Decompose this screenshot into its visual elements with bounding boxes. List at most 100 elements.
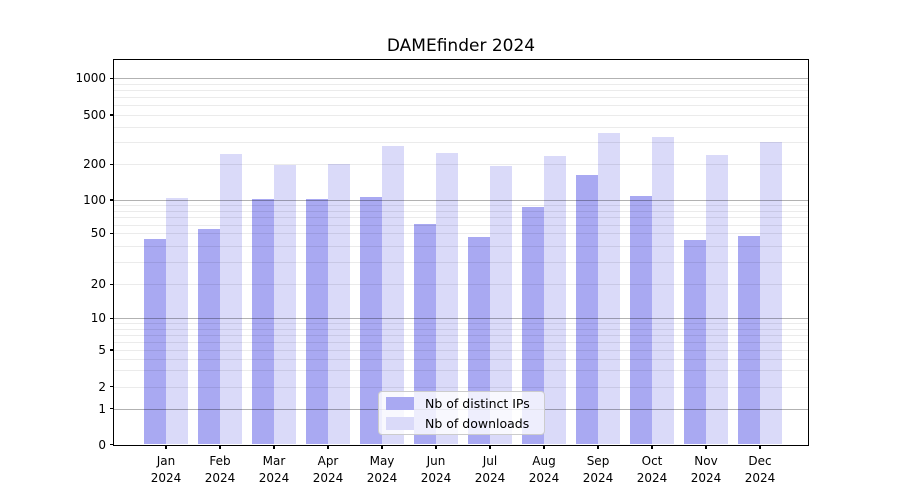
bar-downloads-mar xyxy=(274,164,296,445)
bar-downloads-dec xyxy=(760,142,782,445)
bar-downloads-jul xyxy=(490,165,512,445)
x-tick-label: Aug 2024 xyxy=(512,453,576,486)
legend-label-distinct-ips: Nb of distinct IPs xyxy=(425,395,530,411)
grid-line-minor xyxy=(114,97,808,99)
x-tick-label-year: 2024 xyxy=(420,470,452,485)
y-tick-label: 1 xyxy=(98,401,106,416)
bar-downloads-may xyxy=(382,145,404,445)
grid-line-minor xyxy=(114,328,808,330)
plot-area xyxy=(114,60,808,445)
legend-swatch-downloads xyxy=(386,416,414,430)
x-tick-mark xyxy=(165,444,167,449)
y-tick-label: 100 xyxy=(83,193,106,207)
x-tick-mark xyxy=(381,444,383,449)
grid-line-minor xyxy=(114,142,808,144)
grid-line-major xyxy=(114,318,808,320)
x-tick-mark xyxy=(651,444,653,449)
y-tick-label: 0 xyxy=(98,437,106,452)
x-tick-label-year: 2024 xyxy=(150,470,182,485)
chart-title: DAMEfinder 2024 xyxy=(386,36,536,56)
y-tick-mark xyxy=(109,407,114,410)
grid-line-minor xyxy=(114,386,808,388)
grid-line-major xyxy=(114,200,808,202)
bar-distinct-ips-nov xyxy=(684,240,706,445)
y-tick-mark xyxy=(109,232,114,234)
x-tick-label: Jul 2024 xyxy=(458,453,522,486)
legend-swatch-distinct-ips xyxy=(386,396,414,410)
y-tick-mark xyxy=(109,443,114,446)
legend-item-distinct-ips: Nb of distinct IPs xyxy=(386,396,536,411)
grid-line-major xyxy=(114,78,808,80)
x-tick-mark xyxy=(543,444,545,449)
y-tick-mark xyxy=(109,114,114,116)
x-tick-mark xyxy=(327,444,329,449)
bar-distinct-ips-jun xyxy=(414,223,436,445)
bar-distinct-ips-feb xyxy=(198,228,220,445)
x-tick-label: Apr 2024 xyxy=(296,453,360,486)
x-tick-label-year: 2024 xyxy=(312,470,344,485)
grid-line-minor xyxy=(114,341,808,343)
grid-line-minor xyxy=(114,90,808,92)
grid-line-minor xyxy=(114,358,808,360)
x-tick-label: Feb 2024 xyxy=(188,453,252,486)
y-tick-mark xyxy=(109,386,114,388)
grid-line-minor xyxy=(114,350,808,351)
x-tick-label: Jun 2024 xyxy=(404,453,468,486)
grid-line-minor xyxy=(114,205,808,207)
y-tick-mark xyxy=(109,317,114,319)
legend-item-downloads: Nb of downloads xyxy=(386,416,536,431)
x-tick-label-year: 2024 xyxy=(258,470,290,485)
x-tick-mark xyxy=(759,444,761,449)
bar-distinct-ips-may xyxy=(360,196,382,445)
bar-downloads-jun xyxy=(436,153,458,445)
x-tick-label: Oct 2024 xyxy=(620,453,684,486)
bar-distinct-ips-sep xyxy=(576,175,598,445)
grid-line-minor xyxy=(114,284,808,286)
grid-line-minor xyxy=(114,115,808,116)
x-tick-mark xyxy=(705,444,707,449)
y-tick-label: 10 xyxy=(90,311,106,326)
grid-line-minor xyxy=(114,127,808,128)
y-tick-mark xyxy=(109,199,114,201)
y-tick-label: 50 xyxy=(90,226,106,241)
grid-line-minor xyxy=(114,334,808,336)
grid-line-minor xyxy=(114,210,808,212)
x-tick-label-year: 2024 xyxy=(690,470,722,485)
bar-downloads-jan xyxy=(166,198,188,445)
x-tick-mark xyxy=(273,444,275,449)
x-tick-label: Dec 2024 xyxy=(728,453,792,486)
bar-distinct-ips-dec xyxy=(738,235,760,445)
x-tick-mark xyxy=(435,444,437,449)
x-tick-label-year: 2024 xyxy=(204,470,236,485)
y-tick-label: 200 xyxy=(83,157,106,172)
bar-downloads-feb xyxy=(220,154,242,445)
y-tick-mark xyxy=(109,283,114,285)
bar-distinct-ips-aug xyxy=(522,206,544,445)
bar-distinct-ips-jan xyxy=(144,239,166,445)
bar-distinct-ips-mar xyxy=(252,198,274,445)
x-tick-label: Jan 2024 xyxy=(134,453,198,486)
x-tick-mark xyxy=(219,444,221,449)
bar-distinct-ips-apr xyxy=(306,199,328,445)
legend: Nb of distinct IPs Nb of downloads xyxy=(378,391,545,435)
grid-line-minor xyxy=(114,164,808,166)
y-tick-label: 1000 xyxy=(75,71,106,86)
x-tick-label-year: 2024 xyxy=(582,470,614,485)
x-tick-label-year: 2024 xyxy=(528,470,560,485)
bar-downloads-apr xyxy=(328,164,350,445)
x-tick-label: Nov 2024 xyxy=(674,453,738,486)
bar-distinct-ips-oct xyxy=(630,195,652,445)
y-tick-label: 20 xyxy=(90,277,106,292)
bar-downloads-sep xyxy=(598,132,620,445)
x-tick-label-year: 2024 xyxy=(474,470,506,485)
y-tick-mark xyxy=(109,77,114,79)
grid-line-minor xyxy=(114,105,808,107)
y-tick-mark xyxy=(109,349,114,351)
grid-line-minor xyxy=(114,83,808,85)
bar-downloads-aug xyxy=(544,156,566,445)
y-tick-mark xyxy=(109,163,114,165)
bar-downloads-nov xyxy=(706,154,728,445)
grid-line-minor xyxy=(114,233,808,235)
x-tick-mark xyxy=(489,444,491,449)
x-tick-label: Mar 2024 xyxy=(242,453,306,486)
